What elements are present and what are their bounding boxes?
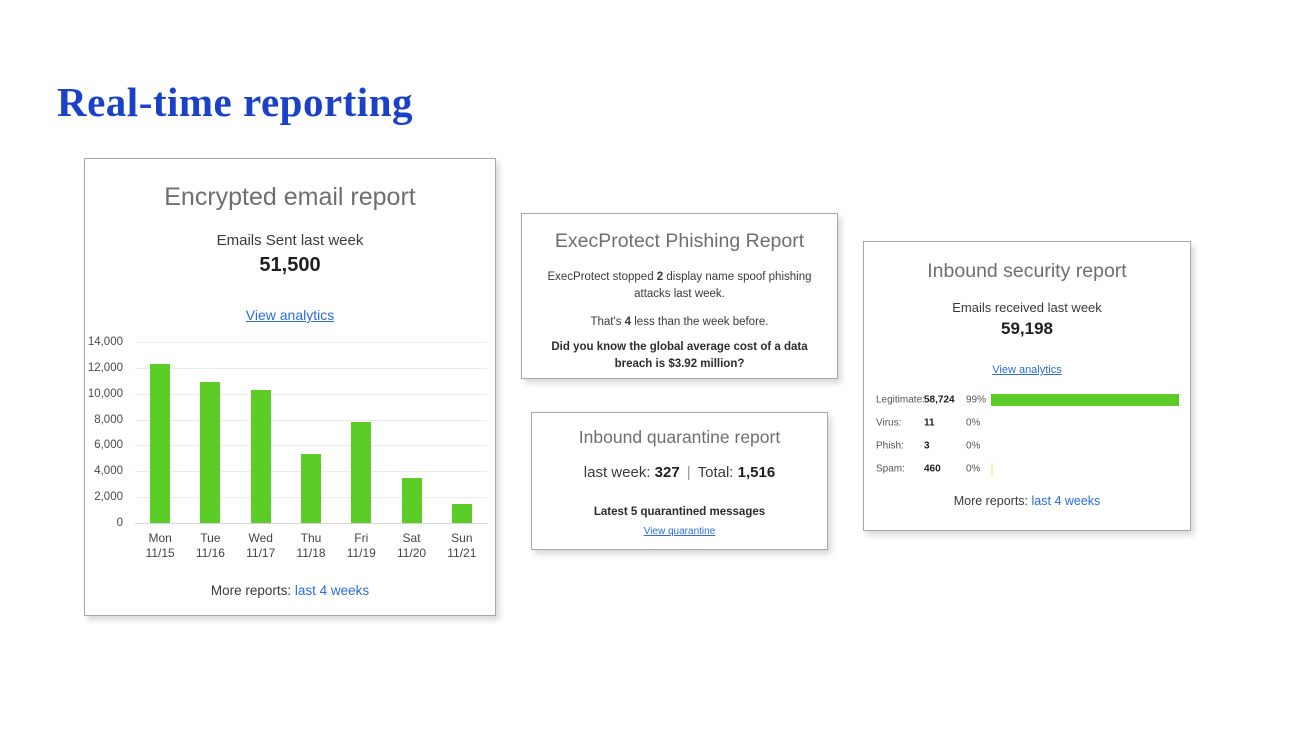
bar-tue	[200, 382, 221, 523]
gridline	[135, 367, 487, 369]
emails-received-label: Emails received last week	[952, 300, 1102, 315]
security-row: Virus: 11 0%	[876, 411, 1180, 434]
bar-thu	[300, 454, 321, 523]
y-tick-label: 0	[116, 517, 123, 529]
x-tick-label: Mon 11/15	[145, 531, 175, 560]
inbound-quarantine-report-card: Inbound quarantine report last week: 327…	[531, 412, 828, 550]
x-tick-label: Thu 11/18	[296, 531, 326, 560]
total-label: Total:	[697, 464, 738, 481]
gridline	[135, 393, 487, 395]
x-tick-label: Tue 11/16	[195, 531, 225, 560]
security-row-label: Virus:	[876, 417, 902, 428]
gridline	[135, 419, 487, 421]
security-row-percent: 0%	[966, 440, 981, 451]
gridline	[135, 523, 487, 524]
security-row: Phish: 3 0%	[876, 434, 1180, 457]
last-week-label: last week:	[583, 464, 655, 481]
security-rows: Legitimate: 58,724 99% Virus: 11 0% Phish: 3 0% S…	[876, 388, 1180, 480]
security-row-count: 58,724	[924, 394, 955, 405]
bar-slot	[336, 342, 386, 523]
y-axis-labels: 14,000 12,000 10,000 8,000 6,000 4,000 2,000 0	[85, 336, 129, 529]
last-week-value: 327	[654, 464, 680, 481]
security-row-bar-track	[991, 393, 1181, 406]
separator: |	[686, 464, 691, 481]
security-row-label: Phish:	[876, 440, 904, 451]
encrypted-email-report-card: Encrypted email report Emails Sent last …	[84, 158, 496, 616]
bar-wed	[250, 389, 271, 523]
y-tick-label: 4,000	[94, 465, 123, 478]
bars-row	[135, 342, 487, 523]
quarantine-stats: last week: 327 | Total: 1,516	[532, 464, 827, 481]
more-reports-row-security: More reports: last 4 weeks	[864, 494, 1190, 508]
y-tick-label: 10,000	[87, 387, 123, 400]
security-card-title: Inbound security report	[927, 260, 1127, 282]
phishing-fact-line: Did you know the global average cost of …	[551, 341, 808, 371]
security-row-bar	[991, 393, 1180, 406]
security-row-bar-track	[991, 417, 1181, 429]
security-row: Legitimate: 58,724 99%	[876, 388, 1180, 411]
bar-mon	[150, 363, 171, 523]
last-4-weeks-link[interactable]: last 4 weeks	[294, 583, 370, 598]
more-reports-row: More reports: last 4 weeks	[85, 583, 495, 598]
bar-slot	[386, 342, 436, 523]
security-row: Spam: 460 0%	[876, 457, 1180, 480]
security-row-label: Spam:	[876, 463, 905, 474]
more-reports-label-security: More reports:	[953, 494, 1032, 508]
bar-slot	[236, 342, 286, 523]
emails-received-value: 59,198	[1001, 319, 1053, 338]
security-row-percent: 0%	[966, 417, 981, 428]
last-4-weeks-link-security[interactable]: last 4 weeks	[1031, 494, 1101, 508]
x-tick-label: Wed 11/17	[246, 531, 276, 560]
security-row-bar-track	[991, 462, 1181, 475]
y-tick-label: 14,000	[87, 336, 123, 348]
security-row-count: 11	[924, 417, 935, 428]
gridline	[135, 445, 487, 447]
page-title: Real-time reporting	[57, 79, 413, 125]
phishing-stat-line2: That's 4 less than the week before.	[590, 316, 769, 328]
y-tick-label: 8,000	[94, 413, 123, 426]
phishing-card-title: ExecProtect Phishing Report	[554, 230, 805, 252]
emails-sent-value: 51,500	[259, 254, 321, 276]
y-tick-label: 2,000	[94, 491, 123, 504]
security-row-count: 3	[924, 440, 930, 451]
bar-sat	[401, 478, 422, 523]
phishing-stat-line1: ExecProtect stopped 2 display name spoof…	[547, 271, 812, 301]
bar-slot	[437, 342, 487, 523]
x-tick-label: Sat 11/20	[396, 531, 427, 560]
security-row-label: Legitimate:	[876, 394, 925, 405]
bar-slot	[286, 342, 336, 523]
encrypted-card-title: Encrypted email report	[164, 183, 416, 211]
quarantine-card-title: Inbound quarantine report	[578, 427, 781, 447]
chart-plot	[135, 342, 487, 524]
bar-slot	[135, 342, 185, 523]
y-tick-label: 12,000	[87, 361, 123, 374]
gridline	[135, 342, 487, 343]
x-tick-label: Sun 11/21	[447, 531, 477, 560]
view-analytics-link[interactable]: View analytics	[245, 307, 335, 323]
security-row-bar	[991, 462, 993, 475]
security-row-count: 460	[924, 463, 941, 474]
security-row-bar-track	[991, 440, 1181, 452]
execprotect-phishing-report-card: ExecProtect Phishing Report ExecProtect …	[521, 213, 838, 379]
x-axis-labels: Mon 11/15 Tue 11/16 Wed 11/17 Thu 11/18 Fri 11/19…	[135, 531, 487, 561]
x-tick-label: Fri 11/19	[346, 531, 376, 560]
total-value: 1,516	[737, 464, 776, 481]
more-reports-label: More reports:	[210, 583, 295, 598]
bar-sun	[451, 504, 472, 523]
latest-quarantined-label: Latest 5 quarantined messages	[593, 506, 766, 518]
security-row-percent: 99%	[966, 394, 987, 405]
bar-slot	[185, 342, 235, 523]
emails-sent-label: Emails Sent last week	[216, 232, 364, 249]
bar-fri	[351, 422, 372, 523]
y-tick-label: 6,000	[94, 439, 123, 452]
inbound-security-report-card: Inbound security report Emails received …	[863, 241, 1191, 531]
security-row-percent: 0%	[966, 463, 981, 474]
view-quarantine-link[interactable]: View quarantine	[643, 526, 716, 537]
view-analytics-link-security[interactable]: View analytics	[992, 364, 1062, 376]
